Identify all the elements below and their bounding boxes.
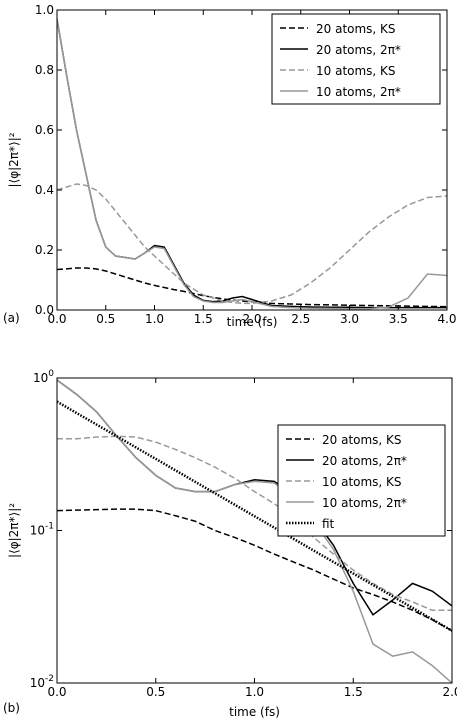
legend-label: 20 atoms, KS [322, 433, 402, 447]
legend-label: fit [322, 517, 335, 531]
y-tick-label: 10-1 [30, 522, 54, 538]
x-tick-label: 0.0 [47, 312, 66, 326]
y-tick-label: 0.6 [35, 123, 54, 137]
x-tick-label: 3.0 [340, 312, 359, 326]
legend-label: 20 atoms, KS [316, 22, 396, 36]
x-tick-label: 2.0 [442, 685, 457, 699]
y-tick-label: 0.4 [35, 183, 54, 197]
x-tick-label: 1.5 [194, 312, 213, 326]
x-tick-label: 0.0 [47, 685, 66, 699]
y-tick-label: 0.0 [35, 303, 54, 317]
legend-label: 20 atoms, 2π* [316, 43, 401, 57]
legend-label: 10 atoms, 2π* [316, 85, 401, 99]
x-axis-label: time (fs) [227, 315, 278, 329]
y-axis-label: |⟨φ|2π*⟩|² [7, 132, 21, 187]
series-line [57, 379, 452, 683]
series-line [57, 435, 452, 611]
y-axis-label: |⟨φ|2π*⟩|² [7, 503, 21, 558]
panel-label: (b) [3, 701, 20, 715]
x-tick-label: 3.5 [389, 312, 408, 326]
legend-label: 10 atoms, KS [316, 64, 396, 78]
legend-box [271, 13, 441, 105]
x-tick-label: 1.5 [344, 685, 363, 699]
x-tick-label: 0.5 [96, 312, 115, 326]
series-line [57, 400, 452, 632]
legend-label: 10 atoms, 2π* [322, 496, 407, 510]
series-line [57, 508, 452, 632]
legend-label: 20 atoms, 2π* [322, 454, 407, 468]
y-tick-label: 1.0 [35, 3, 54, 17]
x-tick-label: 2.5 [291, 312, 310, 326]
y-tick-label: 0.8 [35, 63, 54, 77]
panel-label: (a) [3, 311, 20, 325]
y-tick-label: 0.2 [35, 243, 54, 257]
x-tick-label: 1.0 [245, 685, 264, 699]
y-tick-label: 100 [33, 369, 54, 385]
x-axis-label: time (fs) [229, 705, 280, 719]
legend-label: 10 atoms, KS [322, 475, 402, 489]
x-tick-label: 2.0 [242, 312, 261, 326]
x-tick-label: 0.5 [146, 685, 165, 699]
y-tick-label: 10-2 [30, 674, 54, 690]
x-tick-label: 4.0 [437, 312, 456, 326]
series-line [57, 183, 447, 305]
x-tick-label: 1.0 [145, 312, 164, 326]
